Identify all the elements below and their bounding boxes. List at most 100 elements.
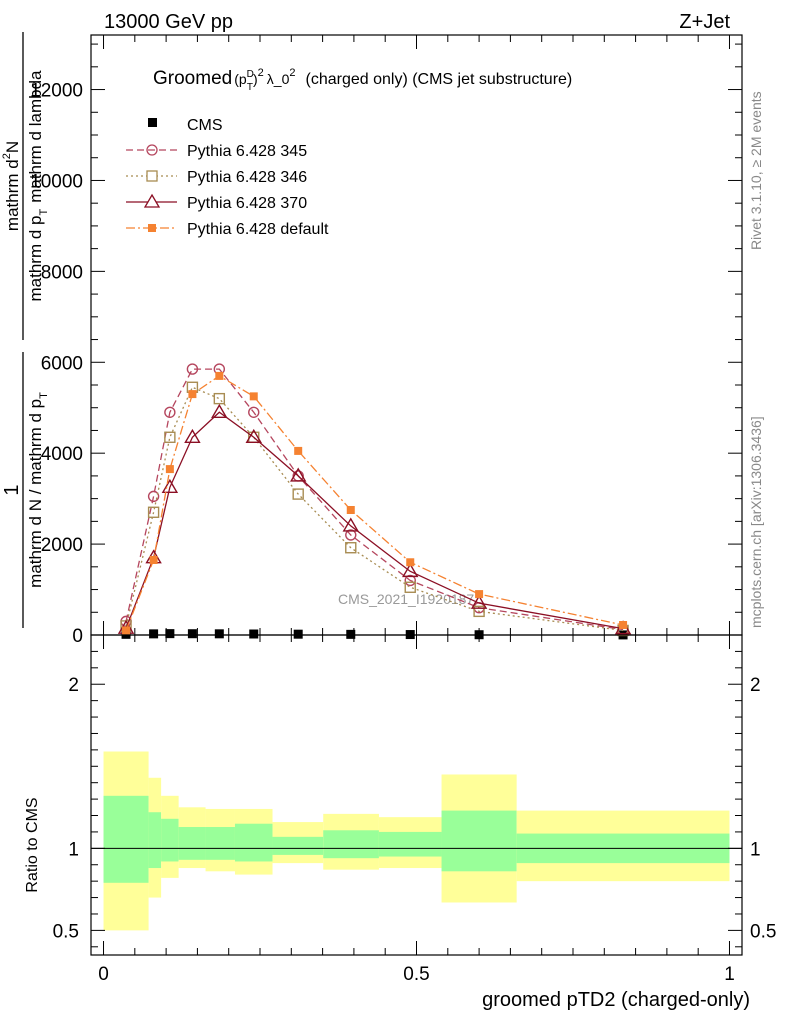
legend-entry-pythia-345: Pythia 6.428 345 (126, 143, 307, 160)
ylabel-numerator-two: mathrm d2N (1, 141, 22, 231)
mcplots-label: mcplots.cern.ch [arXiv:1306.3436] (748, 416, 764, 628)
data-point-pythia-6-428-346 (147, 506, 160, 518)
legend-marker-pythia-346 (146, 170, 158, 182)
data-point-cms (293, 629, 303, 639)
plot-title-lambda: λ_0 (267, 71, 290, 87)
plot-title-pt-sup: D (247, 69, 254, 80)
series-pythia-6-428-default (122, 371, 628, 635)
ratio-plot: 0 0.5 1 0.5 0.5 1 1 2 2 (53, 634, 776, 985)
plot-title-pt: (p (234, 71, 247, 87)
legend-entry-pythia-346: Pythia 6.428 346 (126, 169, 307, 186)
ratio-y-tick-label-left: 0.5 (53, 921, 79, 942)
legend-label-cms: CMS (187, 117, 223, 134)
series-line-pythia-6-428-345 (125, 368, 624, 631)
data-point-pythia-6-428-345 (164, 406, 176, 418)
data-point-pythia-6-428-370 (402, 562, 419, 578)
ylabel-denominator-two-end: mathrm d lambda (26, 70, 45, 203)
ylabel-denominator-two-main: mathrm d p (26, 216, 45, 302)
plot-title-groomed: Groomed (153, 68, 232, 89)
data-point-pythia-6-428-370 (289, 467, 307, 482)
data-point-cms (187, 629, 197, 639)
ylabel-denominator-one-main: mathrm d N / mathrm d p (26, 399, 45, 588)
data-point-pythia-6-428-345 (248, 406, 260, 418)
legend-marker-cms (148, 118, 157, 127)
ratio-x-tick-label: 1 (724, 964, 735, 985)
main-series-group (117, 363, 632, 640)
ylabel-numerator-two-end: N (3, 141, 22, 153)
data-point-pythia-6-428-default (294, 446, 303, 455)
main-tick-group: 0 2000 4000 6000 8000 10000 12000 (30, 35, 742, 647)
ylabel-numerator-two-main: mathrm d (3, 159, 22, 231)
header-right-label: Z+Jet (679, 11, 730, 33)
data-point-pythia-6-428-346 (213, 392, 226, 405)
data-point-pythia-6-428-default (122, 626, 131, 635)
ratio-y-tick-label-left: 1 (68, 839, 79, 860)
data-point-cms (214, 629, 224, 639)
data-point-pythia-6-428-default (149, 556, 158, 564)
data-point-pythia-6-428-default (406, 558, 415, 567)
plot-title-pt-close: ) (253, 71, 258, 87)
main-y-tick-label: 4000 (41, 444, 83, 465)
data-point-pythia-6-428-346 (345, 542, 357, 554)
main-y-tick-label: 10000 (30, 171, 83, 192)
header-left-label: 13000 GeV pp (104, 11, 233, 33)
ylabel-denominator-two-sub: T (38, 209, 50, 216)
data-point-pythia-6-428-default (215, 371, 224, 380)
data-point-pythia-6-428-345 (186, 363, 199, 375)
main-y-tick-label: 12000 (30, 81, 83, 102)
ylabel-denominator-two: mathrm d pTmathrm d lambda (26, 70, 50, 302)
plot-title-pt-sub: T (247, 82, 253, 93)
data-point-cms (249, 629, 259, 639)
data-point-pythia-6-428-default (188, 390, 197, 399)
x-axis-label: groomed pTD2 (charged-only) (482, 989, 750, 1011)
data-point-pythia-6-428-370 (161, 478, 179, 493)
data-point-pythia-6-428-default (475, 590, 484, 599)
ratio-inner-band (323, 830, 379, 859)
ratio-inner-band (378, 831, 442, 857)
data-point-pythia-6-428-default (346, 506, 355, 514)
legend-entry-pythia-default: Pythia 6.428 default (126, 221, 329, 238)
data-point-pythia-6-428-346 (404, 581, 416, 593)
data-point-pythia-6-428-370 (245, 428, 262, 443)
data-point-pythia-6-428-370 (342, 517, 359, 532)
data-point-pythia-6-428-370 (211, 403, 228, 418)
ratio-inner-band (272, 836, 324, 855)
data-point-pythia-6-428-default (249, 392, 258, 401)
ratio-y-tick-label-right: 2 (750, 675, 761, 696)
main-y-axis-label: 1 mathrm d N / mathrm d pT mathrm d2N ma… (1, 32, 50, 628)
legend-entry-pythia-370: Pythia 6.428 370 (126, 193, 307, 212)
main-y-tick-label: 8000 (41, 262, 83, 283)
legend-label-pythia-default: Pythia 6.428 default (187, 221, 329, 238)
plot-title: Groomed (pD T)2 λ_02 (charged only) (CMS jet… (153, 67, 572, 93)
ratio-band-group (103, 751, 730, 931)
data-point-pythia-6-428-default (165, 465, 174, 474)
ratio-inner-band (178, 827, 206, 860)
plot-title-exp2: 2 (289, 67, 295, 79)
main-y-tick-label: 6000 (41, 353, 83, 374)
ratio-y-tick-label-right: 0.5 (750, 921, 776, 942)
legend-marker-pythia-345 (146, 144, 158, 156)
data-point-cms (165, 629, 175, 639)
legend-entry-cms: CMS (148, 117, 223, 134)
ratio-inner-band (161, 818, 179, 862)
ratio-inner-band (234, 823, 273, 862)
ylabel-denominator-one: mathrm d N / mathrm d pT (26, 392, 50, 588)
legend-marker-pythia-default (148, 224, 156, 232)
data-point-pythia-6-428-346 (164, 431, 176, 443)
ratio-plot-frame (90, 634, 743, 956)
ratio-inner-band (205, 827, 235, 860)
data-point-pythia-6-428-345 (345, 529, 357, 541)
ratio-y-axis-label: Ratio to CMS (24, 797, 41, 892)
series-line-pythia-6-428-370 (125, 411, 624, 630)
data-point-pythia-6-428-346 (473, 605, 485, 618)
data-point-pythia-6-428-370 (470, 594, 488, 609)
ratio-y-tick-label-left: 2 (68, 675, 79, 696)
ylabel-numerator-two-sup: 2 (1, 153, 13, 159)
legend-label-pythia-345: Pythia 6.428 345 (187, 143, 307, 160)
main-y-tick-label: 2000 (41, 535, 83, 556)
main-y-tick-label: 0 (72, 626, 83, 647)
data-point-cms (346, 629, 356, 639)
plot-title-rest: (charged only) (CMS jet substructure) (306, 71, 573, 88)
